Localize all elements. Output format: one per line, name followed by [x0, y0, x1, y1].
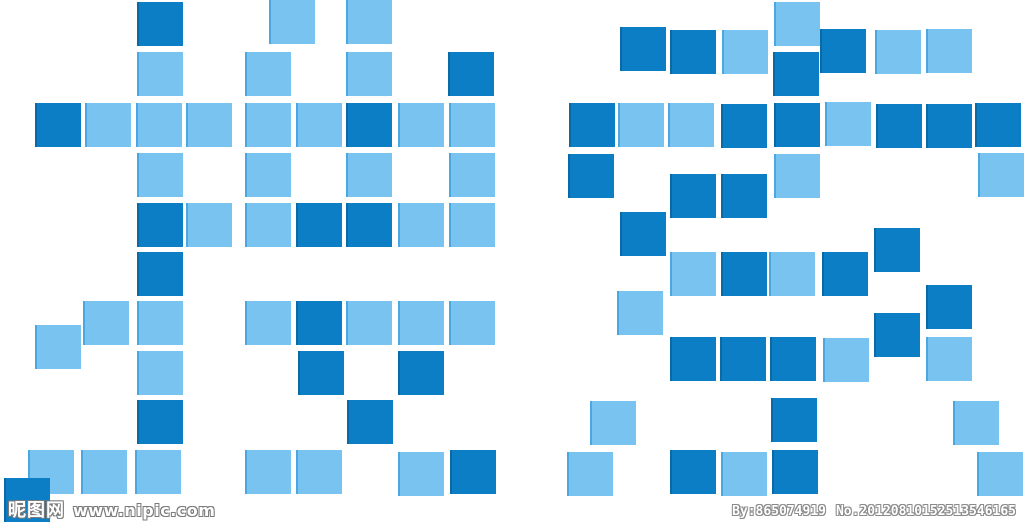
light-blue-tile [188, 103, 232, 147]
dark-blue-tile [139, 203, 183, 247]
dark-blue-tile [876, 313, 920, 357]
dark-blue-tile [775, 52, 819, 96]
light-blue-tile [619, 291, 663, 335]
author-id-text: By:865074919 [732, 503, 826, 519]
light-blue-tile [724, 30, 768, 74]
light-blue-tile [247, 301, 291, 345]
light-blue-tile [592, 401, 636, 445]
light-blue-tile [400, 103, 444, 147]
light-blue-tile [400, 301, 444, 345]
light-blue-tile [139, 301, 183, 345]
dark-blue-tile [773, 398, 817, 442]
light-blue-tile [348, 301, 392, 345]
light-blue-tile [247, 203, 291, 247]
light-blue-tile [83, 450, 127, 494]
light-blue-tile [87, 103, 131, 147]
dark-blue-tile [139, 2, 183, 46]
dark-blue-tile [876, 228, 920, 272]
dark-blue-tile [672, 337, 716, 381]
light-blue-tile [771, 252, 815, 296]
light-blue-tile [247, 52, 291, 96]
light-blue-tile [877, 30, 921, 74]
light-blue-tile [827, 102, 871, 146]
light-blue-tile [247, 450, 291, 494]
nipic-logo-text: 昵图网 [8, 500, 65, 521]
light-blue-tile [400, 452, 444, 496]
light-blue-tile [247, 103, 291, 147]
dark-blue-tile [570, 154, 614, 198]
nipic-watermark-left: 昵图网 www.nipic.com [8, 498, 215, 524]
light-blue-tile [37, 325, 81, 369]
light-blue-tile [928, 337, 972, 381]
light-blue-tile [298, 103, 342, 147]
nipic-site-url: www.nipic.com [73, 501, 216, 520]
light-blue-tile [825, 338, 869, 382]
dark-blue-tile [139, 400, 183, 444]
dark-blue-tile [977, 103, 1021, 147]
light-blue-tile [723, 452, 767, 496]
dark-blue-tile [298, 301, 342, 345]
light-blue-tile [451, 301, 495, 345]
dark-blue-tile [723, 252, 767, 296]
dark-blue-tile [571, 103, 615, 147]
light-blue-tile [138, 103, 182, 147]
image-number-text: No.20120810152513546165 [835, 503, 1016, 519]
light-blue-tile [247, 153, 291, 197]
dark-blue-tile [672, 450, 716, 494]
dark-blue-tile [622, 212, 666, 256]
light-blue-tile [672, 252, 716, 296]
dark-blue-tile [300, 351, 344, 395]
light-blue-tile [137, 450, 181, 494]
dark-blue-tile [824, 252, 868, 296]
light-blue-tile [776, 2, 820, 46]
light-blue-tile [955, 401, 999, 445]
dark-blue-tile [6, 478, 50, 522]
light-blue-tile [620, 103, 664, 147]
dark-blue-tile [723, 174, 767, 218]
light-blue-tile [670, 103, 714, 147]
light-blue-tile [451, 103, 495, 147]
dark-blue-tile [348, 103, 392, 147]
light-blue-tile [271, 0, 315, 44]
dark-blue-tile [400, 351, 444, 395]
dark-blue-tile [349, 400, 393, 444]
light-blue-tile [348, 0, 392, 44]
dark-blue-tile [928, 104, 972, 148]
dark-blue-tile [348, 203, 392, 247]
light-blue-tile [139, 153, 183, 197]
dark-blue-tile [822, 29, 866, 73]
dark-blue-tile [772, 337, 816, 381]
light-blue-tile [348, 153, 392, 197]
light-blue-tile [451, 153, 495, 197]
light-blue-tile [980, 153, 1024, 197]
dark-blue-tile [622, 27, 666, 71]
dark-blue-tile [722, 337, 766, 381]
dark-blue-tile [139, 252, 183, 296]
light-blue-tile [348, 52, 392, 96]
dark-blue-tile [776, 103, 820, 147]
dark-blue-tile [298, 203, 342, 247]
light-blue-tile [569, 452, 613, 496]
dark-blue-tile [672, 30, 716, 74]
light-blue-tile [776, 154, 820, 198]
light-blue-tile [979, 452, 1023, 496]
dark-blue-tile [452, 450, 496, 494]
light-blue-tile [298, 450, 342, 494]
dark-blue-tile [774, 450, 818, 494]
light-blue-tile [928, 29, 972, 73]
dark-blue-tile [672, 174, 716, 218]
light-blue-tile [139, 351, 183, 395]
dark-blue-tile [878, 104, 922, 148]
dark-blue-tile [723, 104, 767, 148]
light-blue-tile [139, 52, 183, 96]
light-blue-tile [188, 203, 232, 247]
light-blue-tile [400, 203, 444, 247]
nipic-watermark-right: By:865074919 No.20120810152513546165 [732, 502, 1016, 520]
dark-blue-tile [37, 103, 81, 147]
dark-blue-tile [928, 285, 972, 329]
light-blue-tile [451, 203, 495, 247]
dark-blue-tile [450, 52, 494, 96]
light-blue-tile [85, 301, 129, 345]
